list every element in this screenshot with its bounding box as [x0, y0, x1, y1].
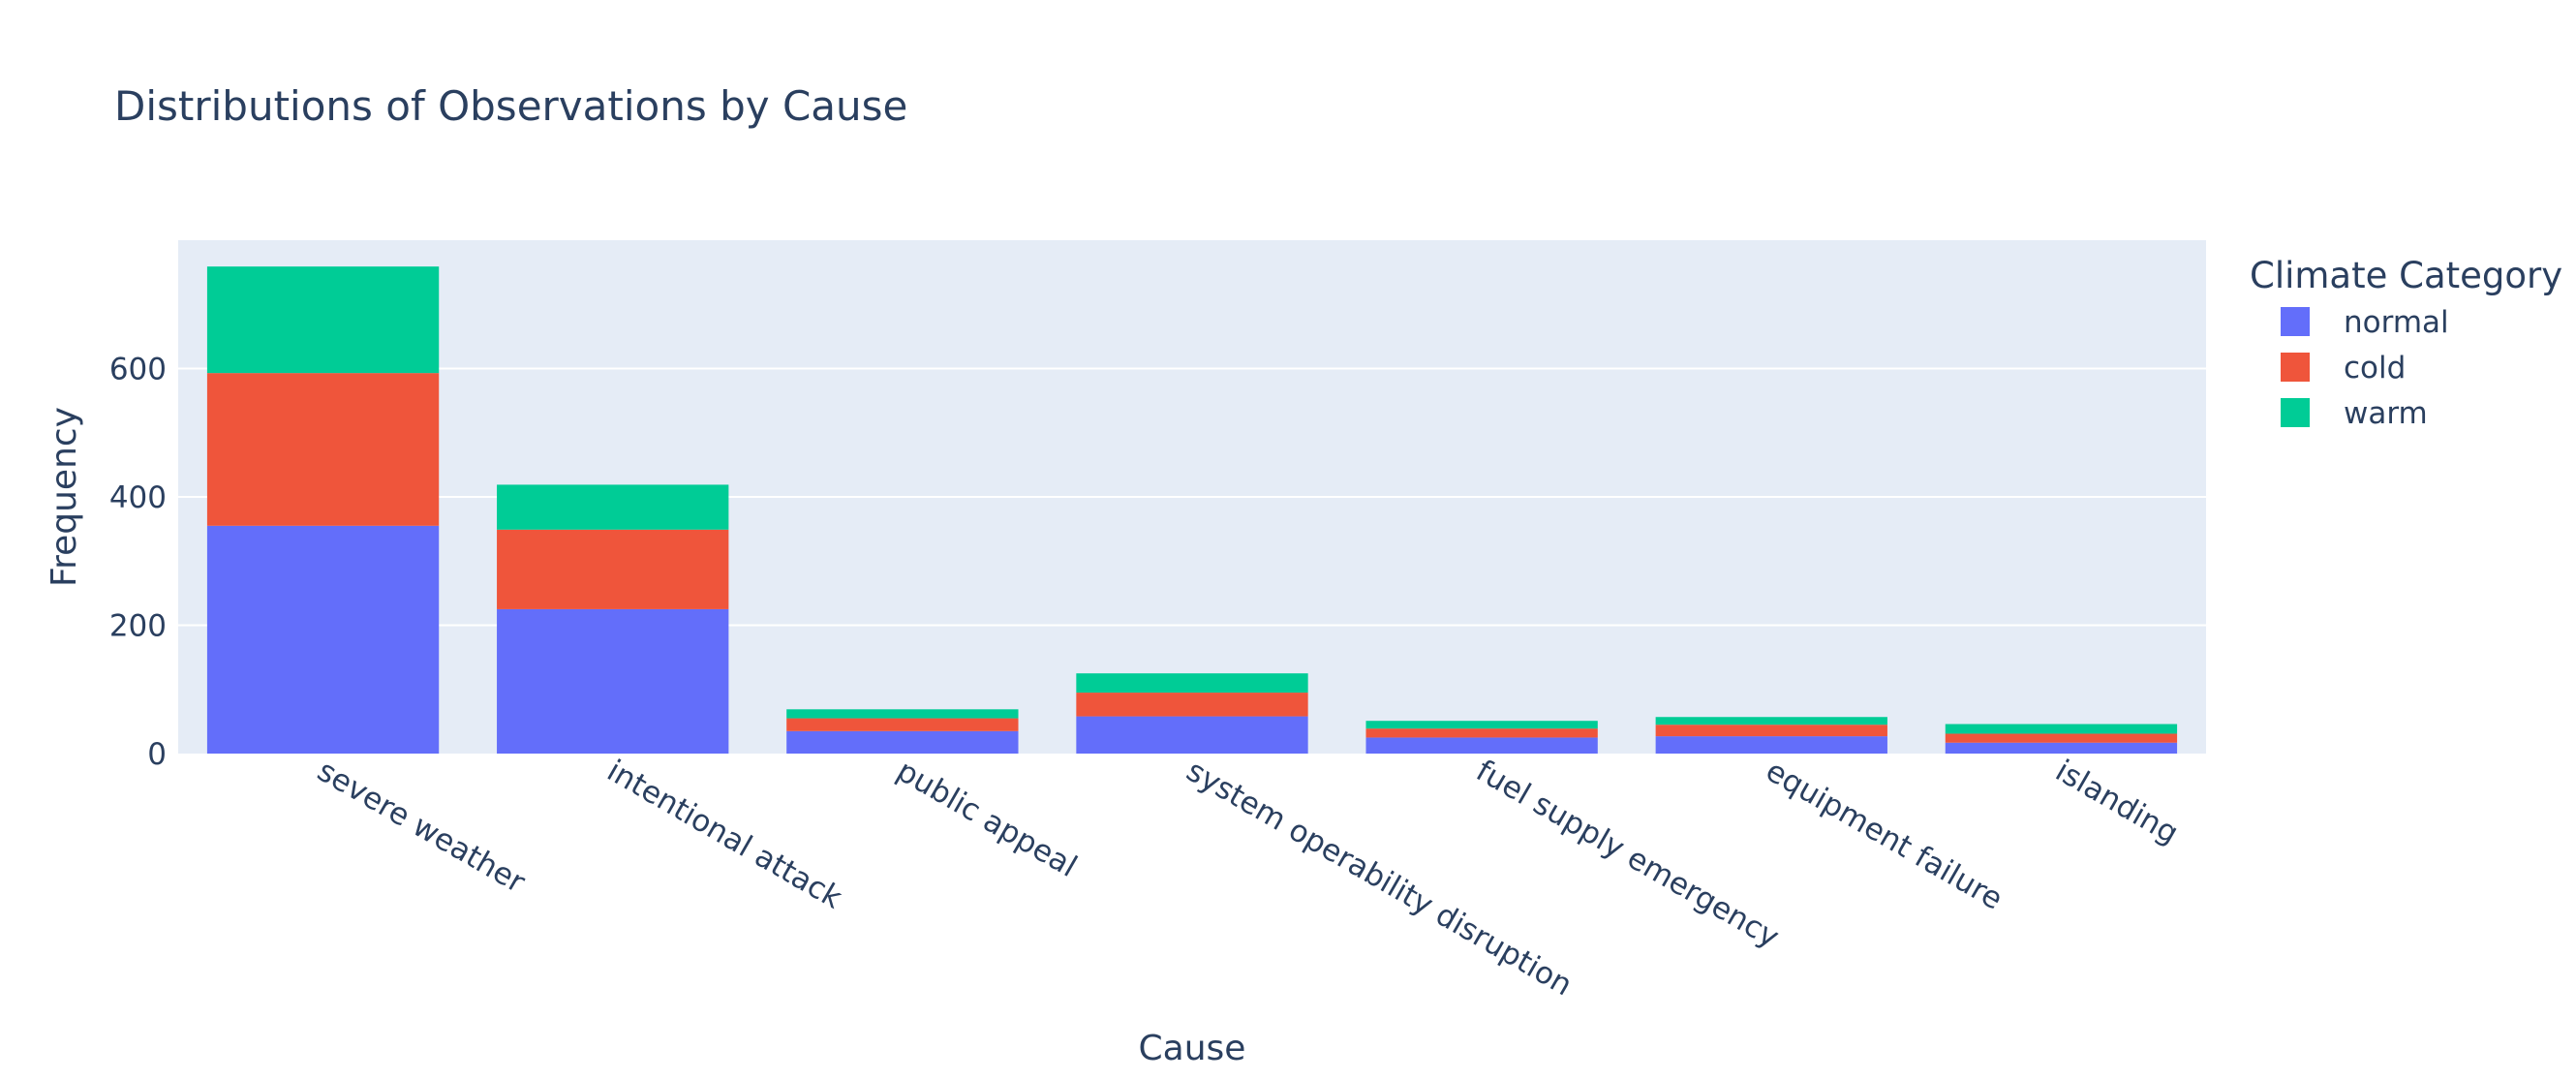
bar-segment-warm[interactable]	[1655, 717, 1887, 725]
bar-segment-normal[interactable]	[1076, 716, 1308, 754]
y-tick-label: 400	[109, 480, 167, 515]
bar-segment-normal[interactable]	[1655, 736, 1887, 754]
bar-segment-normal[interactable]	[786, 730, 1019, 754]
x-tick-label: severe weather	[312, 754, 532, 901]
bar-segment-warm[interactable]	[1945, 724, 2178, 734]
chart-title: Distributions of Observations by Cause	[114, 82, 907, 130]
bar-segment-warm[interactable]	[206, 266, 440, 374]
legend-swatch	[2281, 307, 2310, 336]
legend[interactable]: Climate Category normal cold warm	[2250, 255, 2562, 431]
legend-label: warm	[2344, 396, 2428, 431]
bar-segment-normal[interactable]	[206, 525, 440, 754]
legend-swatch	[2281, 353, 2310, 382]
bar-segment-warm[interactable]	[1365, 721, 1598, 729]
legend-label: normal	[2344, 305, 2449, 340]
bar-segment-warm[interactable]	[1076, 673, 1308, 694]
bar-segment-normal[interactable]	[1945, 742, 2178, 754]
bar-segment-cold[interactable]	[497, 529, 729, 609]
y-axis-ticks: 0 200 400 600	[109, 353, 167, 773]
x-axis-title: Cause	[1139, 1029, 1246, 1068]
x-tick-label: fuel supply emergency	[1470, 754, 1785, 955]
bar-segment-cold[interactable]	[1365, 728, 1598, 738]
legend-items[interactable]: normal cold warm	[2281, 305, 2449, 431]
legend-swatch	[2281, 398, 2310, 427]
bar-segment-warm[interactable]	[497, 484, 729, 530]
legend-item-cold[interactable]: cold	[2281, 351, 2406, 386]
bar-segment-normal[interactable]	[1365, 737, 1598, 754]
bar-segment-normal[interactable]	[497, 608, 729, 754]
legend-item-normal[interactable]: normal	[2281, 305, 2449, 340]
legend-label: cold	[2344, 351, 2406, 386]
bar-segment-cold[interactable]	[1655, 725, 1887, 737]
x-axis-ticks: severe weather intentional attack public a…	[312, 754, 2185, 1003]
y-axis-title: Frequency	[45, 407, 84, 587]
legend-item-warm[interactable]: warm	[2281, 396, 2428, 431]
x-tick-label: public appeal	[891, 754, 1083, 884]
bars[interactable]	[206, 266, 2178, 754]
y-tick-label: 600	[109, 353, 167, 387]
y-tick-label: 200	[109, 609, 167, 644]
bar-segment-warm[interactable]	[786, 709, 1019, 719]
bar-segment-cold[interactable]	[206, 373, 440, 526]
x-tick-label: intentional attack	[601, 754, 848, 916]
bar-segment-cold[interactable]	[1076, 693, 1308, 717]
y-tick-label: 0	[147, 737, 167, 772]
bar-segment-cold[interactable]	[786, 718, 1019, 731]
bar-segment-cold[interactable]	[1945, 733, 2178, 743]
x-tick-label: islanding	[2049, 754, 2184, 851]
x-tick-label: equipment failure	[1760, 754, 2009, 917]
legend-title: Climate Category	[2250, 255, 2562, 296]
